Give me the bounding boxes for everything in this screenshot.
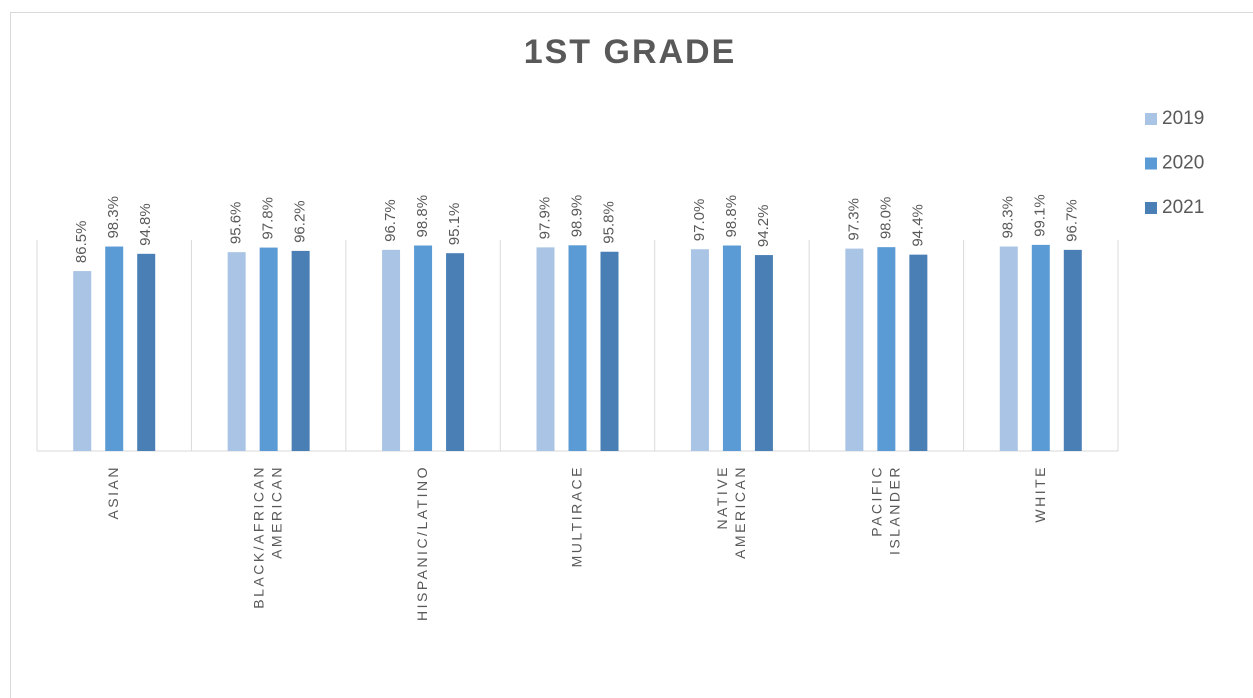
x-tick-label: ASIAN xyxy=(105,465,121,520)
bar xyxy=(382,249,401,451)
bar xyxy=(845,248,864,451)
legend-swatch xyxy=(1145,113,1157,125)
x-tick-label: WHITE xyxy=(1031,465,1047,523)
data-label: 97.9% xyxy=(536,197,553,240)
data-label: 99.1% xyxy=(1032,194,1049,237)
bar xyxy=(754,255,773,451)
legend-label: 2019 xyxy=(1162,108,1204,129)
bar xyxy=(722,245,741,451)
bar xyxy=(690,249,709,451)
data-label: 95.6% xyxy=(228,202,245,245)
data-label: 96.7% xyxy=(382,199,399,242)
data-label: 94.2% xyxy=(755,205,772,248)
bar xyxy=(414,245,433,451)
data-label: 97.3% xyxy=(845,198,862,241)
bar xyxy=(568,245,587,451)
bar xyxy=(909,254,928,451)
data-label: 96.2% xyxy=(292,200,309,243)
data-label: 94.8% xyxy=(137,203,154,246)
x-tick-label: MULTIRACE xyxy=(568,465,584,567)
bar xyxy=(73,271,92,451)
data-label: 98.3% xyxy=(105,196,122,239)
bar xyxy=(600,251,619,451)
bar xyxy=(291,250,310,451)
bar xyxy=(1063,249,1082,451)
data-label: 98.8% xyxy=(414,195,431,238)
x-tick-label: HISPANIC/LATINO xyxy=(414,465,430,621)
legend-label: 2020 xyxy=(1162,153,1204,174)
data-label: 98.8% xyxy=(723,195,740,238)
x-tick-label: NATIVE AMERICAN xyxy=(714,465,748,559)
data-label: 86.5% xyxy=(73,221,90,264)
data-label: 96.7% xyxy=(1064,199,1081,242)
data-label: 98.0% xyxy=(877,197,894,240)
bar xyxy=(877,247,896,451)
legend-swatch xyxy=(1145,202,1157,214)
x-tick-label: BLACK/AFRICAN AMERICAN xyxy=(250,465,284,609)
data-label: 97.8% xyxy=(260,197,277,240)
data-label: 94.4% xyxy=(909,204,926,247)
bar xyxy=(259,247,278,451)
data-label: 98.9% xyxy=(568,195,585,238)
bar xyxy=(137,253,156,451)
bar xyxy=(446,253,465,451)
data-label: 95.8% xyxy=(600,201,617,244)
bar xyxy=(227,252,246,451)
data-label: 97.0% xyxy=(691,199,708,242)
legend-label: 2021 xyxy=(1162,197,1204,218)
x-tick-label: PACIFIC ISLANDER xyxy=(868,465,902,555)
chart-title: 1ST GRADE xyxy=(524,33,737,71)
bar xyxy=(105,246,124,451)
legend-swatch xyxy=(1145,157,1157,170)
bar xyxy=(999,246,1018,451)
bar xyxy=(1031,244,1050,451)
data-label: 98.3% xyxy=(1000,196,1017,239)
bar xyxy=(536,247,555,451)
data-label: 95.1% xyxy=(446,203,463,246)
